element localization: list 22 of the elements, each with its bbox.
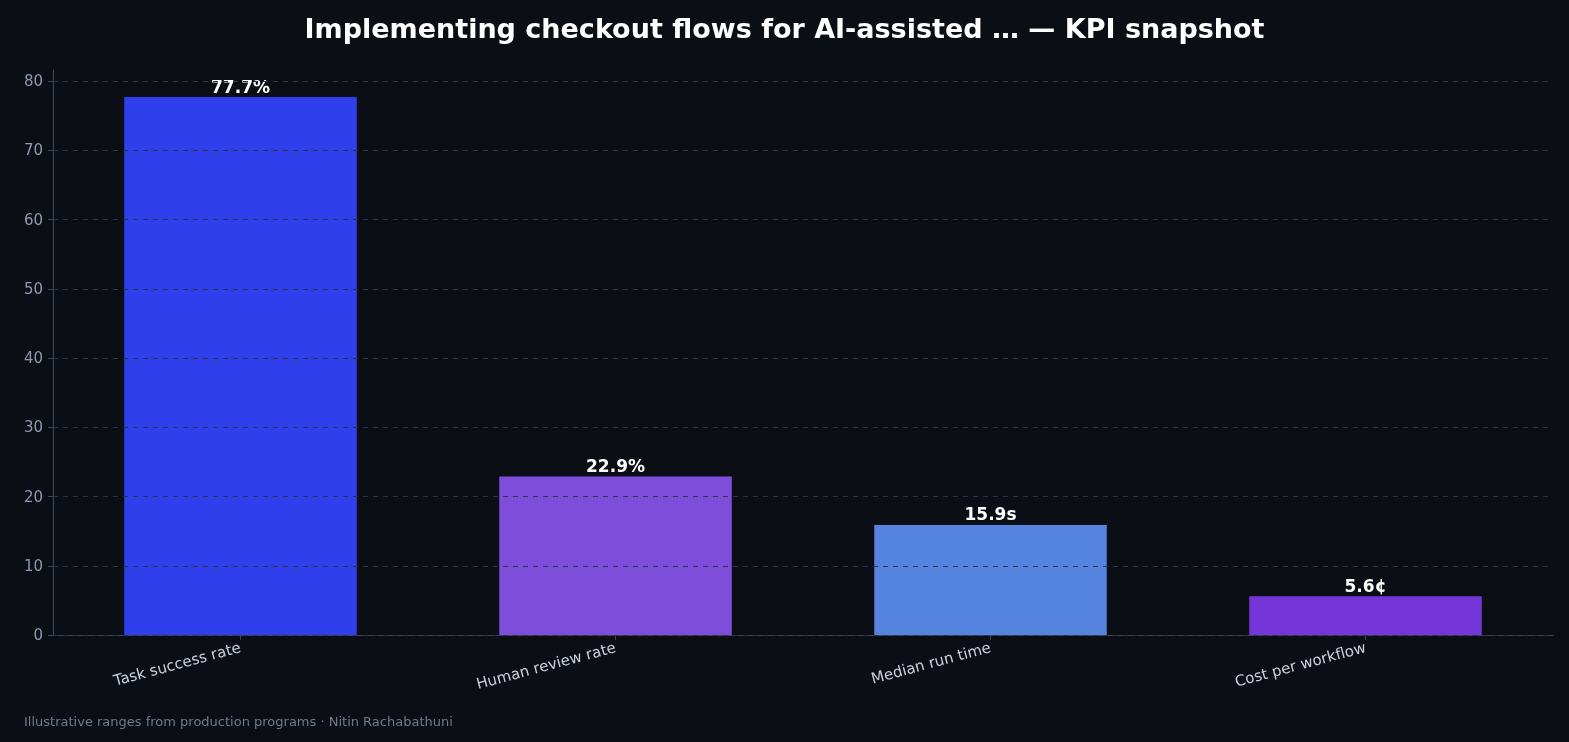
x-tick-label: Cost per workflow bbox=[1232, 638, 1368, 691]
y-tick-label: 80 bbox=[23, 72, 43, 91]
y-tick-label: 50 bbox=[23, 279, 43, 298]
y-tick-label: 10 bbox=[23, 556, 43, 575]
bar bbox=[499, 476, 732, 635]
y-tick-label: 20 bbox=[23, 487, 43, 506]
x-tick-label: Human review rate bbox=[474, 638, 618, 693]
y-tick-label: 40 bbox=[23, 349, 43, 368]
y-tick-label: 0 bbox=[33, 626, 43, 644]
data-label: 5.6¢ bbox=[1344, 575, 1387, 596]
bar bbox=[124, 97, 357, 635]
data-label: 15.9s bbox=[964, 504, 1017, 525]
bar bbox=[1249, 596, 1482, 635]
chart-title: Implementing checkout flows for AI-assisted … — KPI snapshot bbox=[304, 13, 1265, 44]
x-tick-label: Median run time bbox=[869, 638, 993, 688]
y-tick-label: 60 bbox=[23, 210, 43, 229]
y-tick-label: 30 bbox=[23, 418, 43, 437]
x-tick-label: Task success rate bbox=[110, 638, 243, 690]
text: Illustrative ranges from production programs · Nitin Rachabathuni bbox=[24, 714, 453, 729]
bar bbox=[874, 524, 1107, 635]
data-label: 22.9% bbox=[586, 455, 645, 476]
y-tick-label: 70 bbox=[23, 141, 43, 160]
